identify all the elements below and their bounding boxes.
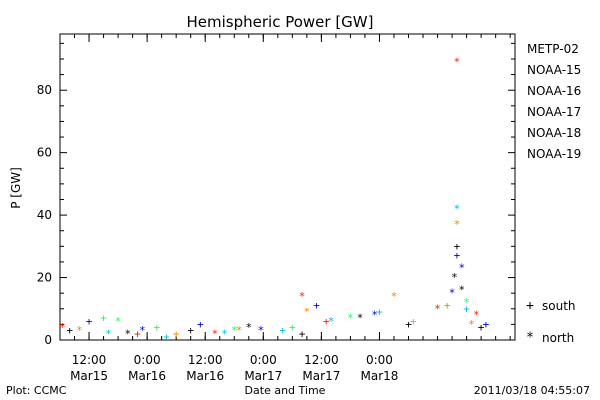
data-point-noaa-19-south: + (323, 315, 330, 328)
legend-entry-metp-02: METP-02 (527, 42, 579, 56)
data-point-noaa-18-north: * (391, 290, 398, 303)
x-tick-label-date: Mar17 (244, 369, 282, 383)
y-tick-label: 40 (37, 208, 52, 222)
data-point-noaa-15-south: + (483, 318, 490, 331)
data-point-noaa-17-north: * (463, 296, 470, 309)
x-tick-label-time: 0:00 (134, 353, 161, 367)
data-point-noaa-17-south: + (289, 321, 296, 334)
x-tick-label-time: 12:00 (188, 353, 223, 367)
data-point-metp-02-south: + (187, 324, 194, 337)
legend-entry-noaa-18: NOAA-18 (527, 126, 581, 140)
data-point-metp-02-north: * (245, 321, 252, 334)
data-point-noaa-19-north: * (434, 302, 441, 315)
data-point-noaa-18-north: * (454, 218, 461, 231)
data-point-noaa-17-north: * (231, 324, 238, 337)
data-point-metp-02-north: * (451, 271, 458, 284)
data-point-metp-02-south: + (478, 321, 485, 334)
legend-entry-noaa-16: NOAA-16 (527, 84, 581, 98)
data-point-noaa-15-south: + (197, 318, 204, 331)
x-tick-label-date: Mar16 (128, 369, 166, 383)
data-point-noaa-18-north: * (304, 305, 311, 318)
data-point-noaa-17-south: + (410, 315, 417, 328)
x-tick-label-time: 0:00 (366, 353, 393, 367)
data-point-noaa-15-north: * (371, 309, 378, 322)
data-point-noaa-19-north: * (473, 309, 480, 322)
data-point-noaa-18-north: * (76, 324, 83, 337)
data-point-noaa-15-north: * (258, 324, 265, 337)
x-tick-label-date: Mar18 (361, 369, 399, 383)
data-point-noaa-16-south: + (279, 324, 286, 337)
chart-title: Hemispheric Power [GW] (187, 13, 374, 31)
x-axis-label: Date and Time (245, 384, 326, 397)
data-point-noaa-19-north: * (299, 290, 306, 303)
data-point-noaa-15-south: + (454, 249, 461, 262)
north-marker-symbol: * (526, 331, 534, 346)
data-point-noaa-15-south: + (313, 299, 320, 312)
data-point-noaa-19-north: * (212, 327, 219, 340)
data-point-metp-02-north: * (124, 327, 131, 340)
data-point-noaa-19-north: * (454, 56, 461, 69)
legend-entry-noaa-17: NOAA-17 (527, 105, 581, 119)
axis-ticks: 0 20 40 60 80 12:00 Mar15 0:00 Mar16 12:00 Mar16 0:… (37, 34, 515, 383)
data-point-noaa-16-south: + (376, 305, 383, 318)
legend: METP-02 NOAA-15 NOAA-16 NOAA-17 NOAA-18 NOAA-… (527, 42, 581, 161)
north-marker-label: north (542, 331, 574, 345)
data-point-noaa-15-north: * (139, 324, 146, 337)
x-tick-label-time: 0:00 (250, 353, 277, 367)
legend-entry-noaa-15: NOAA-15 (527, 63, 581, 77)
data-point-noaa-17-south: + (153, 321, 160, 334)
x-tick-label-date: Mar16 (186, 369, 224, 383)
data-point-noaa-16-south: + (163, 330, 170, 343)
y-tick-label: 20 (37, 271, 52, 285)
south-marker-label: south (542, 299, 576, 313)
data-point-noaa-15-north: * (449, 287, 456, 300)
y-tick-label: 60 (37, 146, 52, 160)
data-point-noaa-18-north: * (468, 318, 475, 331)
x-tick-label-time: 12:00 (304, 353, 339, 367)
data-point-noaa-17-north: * (115, 315, 122, 328)
data-point-noaa-17-south: + (100, 312, 107, 325)
data-point-noaa-16-north: * (221, 327, 228, 340)
data-point-noaa-19-north: * (59, 321, 66, 334)
y-tick-label: 0 (44, 333, 52, 347)
x-tick-label-date: Mar15 (70, 369, 108, 383)
data-point-metp-02-south: + (454, 240, 461, 253)
legend-entry-noaa-19: NOAA-19 (527, 147, 581, 161)
y-tick-label: 80 (37, 83, 52, 97)
data-point-noaa-19-south: + (134, 327, 141, 340)
data-point-noaa-15-north: * (458, 262, 465, 275)
data-points: + * + * +* +*+*++* + *+**+*+* + * +*+*++ * + * +* +** + *… (59, 56, 490, 344)
footer-timestamp: 2011/03/18 04:55:07 (474, 384, 590, 397)
data-point-metp-02-north: * (458, 284, 465, 297)
data-point-metp-02-south: + (299, 327, 306, 340)
y-axis-label: P [GW] (9, 167, 23, 209)
data-point-metp-02-south: + (66, 324, 73, 337)
data-point-noaa-17-north: * (347, 312, 354, 325)
data-point-noaa-16-north: * (454, 202, 461, 215)
data-point-noaa-16-north: * (328, 315, 335, 328)
data-point-noaa-15-south: + (86, 315, 93, 328)
data-point-noaa-16-north: * (105, 327, 112, 340)
data-point-metp-02-north: * (357, 312, 364, 325)
marker-legend: + south * north (526, 299, 575, 346)
data-point-noaa-16-south: + (463, 302, 470, 315)
x-tick-label-time: 12:00 (72, 353, 107, 367)
data-point-noaa-18-north: * (236, 324, 243, 337)
data-point-noaa-18-south: + (173, 327, 180, 340)
footer-credit: Plot: CCMC (6, 384, 67, 397)
data-point-noaa-18-south: + (444, 299, 451, 312)
x-tick-label-date: Mar17 (302, 369, 340, 383)
data-point-metp-02-south: + (405, 318, 412, 331)
south-marker-symbol: + (526, 299, 534, 314)
plot-frame (59, 33, 516, 341)
